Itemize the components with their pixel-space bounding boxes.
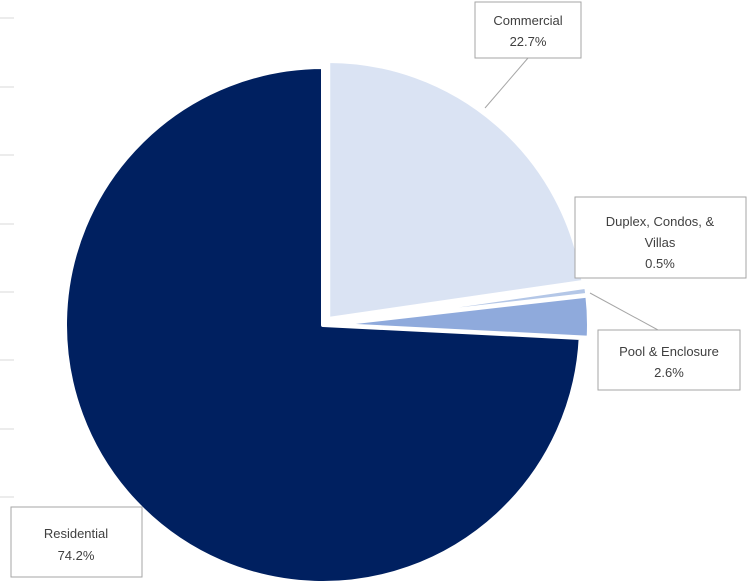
label-duplex-pct: 0.5% xyxy=(645,256,675,271)
label-residential: Residential 74.2% xyxy=(10,506,143,578)
leader-pool xyxy=(589,292,665,331)
label-duplex-name-line2: Villas xyxy=(645,235,676,250)
label-residential-pct: 74.2% xyxy=(58,548,95,563)
label-pool-name: Pool & Enclosure xyxy=(619,344,719,359)
label-duplex: Duplex, Condos, & Villas 0.5% xyxy=(574,196,747,279)
label-pool: Pool & Enclosure 2.6% xyxy=(597,329,741,391)
label-pool-pct: 2.6% xyxy=(654,365,684,380)
pie-slice-commercial xyxy=(326,58,586,321)
label-residential-name: Residential xyxy=(44,526,108,541)
label-commercial-pct: 22.7% xyxy=(510,34,547,49)
pie-slices xyxy=(63,58,591,584)
pie-slice-residential xyxy=(63,65,583,584)
label-duplex-name-line1: Duplex, Condos, & xyxy=(606,214,715,229)
left-grid-ticks xyxy=(0,17,14,498)
label-commercial: Commercial 22.7% xyxy=(474,1,582,59)
leader-commercial xyxy=(484,57,529,109)
label-commercial-name: Commercial xyxy=(493,13,562,28)
